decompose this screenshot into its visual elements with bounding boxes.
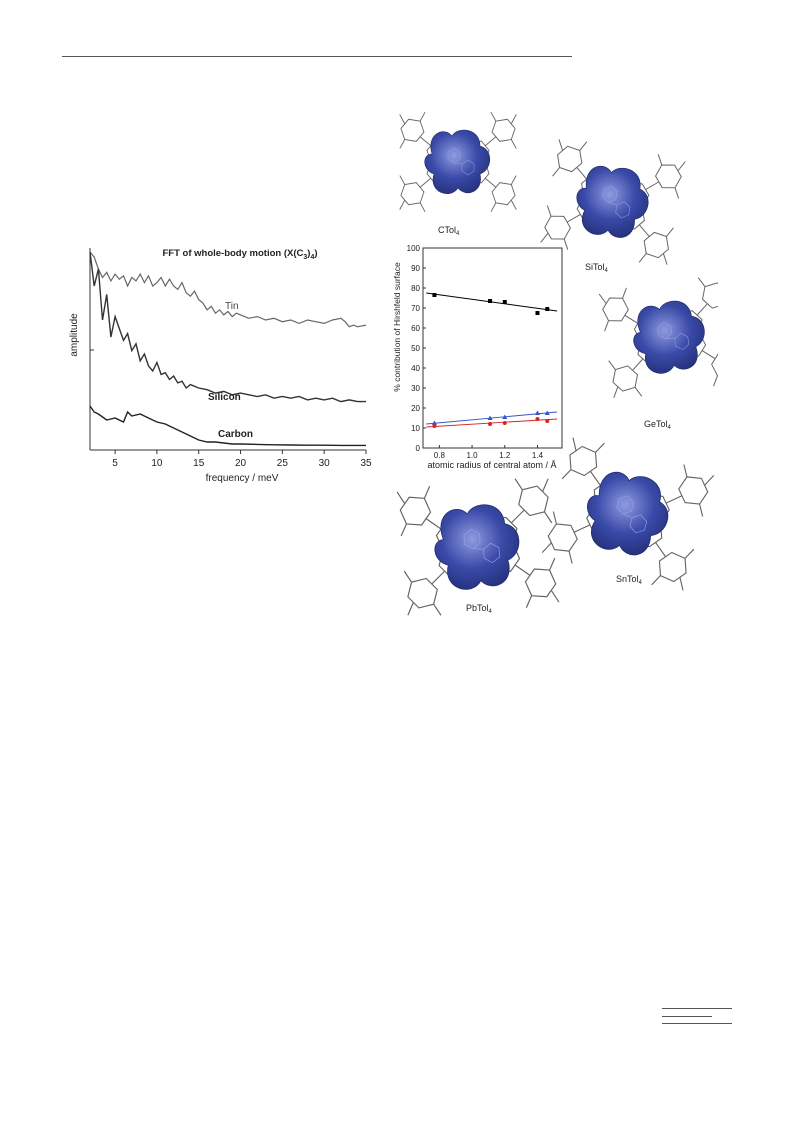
scatter-point	[502, 300, 507, 304]
fft-ylabel: amplitude	[69, 313, 80, 357]
label-sntol: SnTol4	[616, 574, 643, 586]
scatter-point	[534, 410, 540, 415]
scatter-point	[431, 420, 437, 425]
label-sitol: SiTol4	[585, 262, 609, 274]
scatter-y-tick-label: 10	[411, 424, 420, 433]
scatter-point	[535, 417, 540, 421]
fft-series-silicon	[89, 251, 366, 403]
scatter-y-tick-label: 60	[411, 324, 420, 333]
label-pbtol: PbTol4	[466, 603, 493, 615]
molecule-getol	[579, 259, 718, 416]
scatter-x-tick-label: 1.0	[466, 451, 478, 460]
scatter-y-tick-label: 30	[411, 384, 420, 393]
scatter-y-tick-label: 0	[416, 444, 421, 453]
scatter-ylabel: % contribution of Hirshfeld surface	[392, 262, 402, 392]
scatter-point	[488, 299, 493, 303]
scatter-point	[432, 293, 437, 297]
fft-x-tick-label: 30	[319, 458, 331, 469]
scatter-point	[487, 415, 493, 420]
header-rule	[62, 56, 572, 57]
series-label-carbon: Carbon	[218, 429, 253, 440]
fft-x-tick-label: 25	[277, 458, 289, 469]
fft-x-tick-label: 10	[151, 458, 163, 469]
fft-series-tin	[89, 251, 367, 328]
scatter-y-tick-label: 80	[411, 284, 420, 293]
scatter-point	[488, 422, 493, 426]
hirshfeld-scatter: % contribution of Hirshfeld surface atom…	[392, 244, 563, 470]
fft-x-tick-label: 35	[360, 458, 372, 469]
scatter-x-tick-label: 0.8	[434, 451, 446, 460]
scatter-y-tick-label: 20	[411, 404, 420, 413]
label-getol: GeTol4	[644, 419, 672, 431]
footer-rule-1	[662, 1008, 732, 1009]
scatter-y-tick-label: 100	[407, 244, 421, 253]
footer-rule-3	[662, 1023, 732, 1024]
molecule-sitol	[520, 121, 706, 283]
scatter-y-tick-label: 50	[411, 344, 420, 353]
fft-x-tick-label: 15	[193, 458, 205, 469]
footer-rule-2	[662, 1016, 712, 1017]
scatter-y-tick-label: 40	[411, 364, 420, 373]
hirshfeld-figure: CTol4 SiTol4 GeTol4 SnTol4 PbTol4 % cont…	[388, 82, 718, 622]
scatter-point	[502, 414, 508, 419]
scatter-y-tick-label: 90	[411, 264, 420, 273]
scatter-fit-line	[426, 411, 558, 425]
molecule-ctol	[388, 101, 533, 224]
molecule-pbtol	[388, 459, 582, 622]
fft-chart: FFT of whole-body motion (X(C3)4) amplit…	[69, 248, 372, 484]
fft-xlabel: frequency / meV	[206, 473, 279, 484]
scatter-point	[545, 419, 550, 423]
scatter-point	[545, 307, 550, 311]
scatter-xlabel: atomic radius of central atom / Å	[427, 460, 556, 470]
scatter-point	[432, 424, 437, 428]
scatter-point	[544, 410, 550, 415]
label-ctol: CTol4	[438, 225, 460, 237]
series-label-silicon: Silicon	[208, 392, 241, 403]
fft-title: FFT of whole-body motion (X(C3)4)	[162, 248, 317, 261]
scatter-y-tick-label: 70	[411, 304, 420, 313]
scatter-x-tick-label: 1.2	[499, 451, 511, 460]
fft-series-carbon	[89, 405, 366, 447]
fft-x-tick-label: 5	[112, 458, 118, 469]
series-label-tin: Tin	[225, 301, 239, 312]
scatter-point	[535, 311, 540, 315]
scatter-x-tick-label: 1.4	[532, 451, 544, 460]
scatter-point	[502, 421, 507, 425]
fft-x-tick-label: 20	[235, 458, 247, 469]
